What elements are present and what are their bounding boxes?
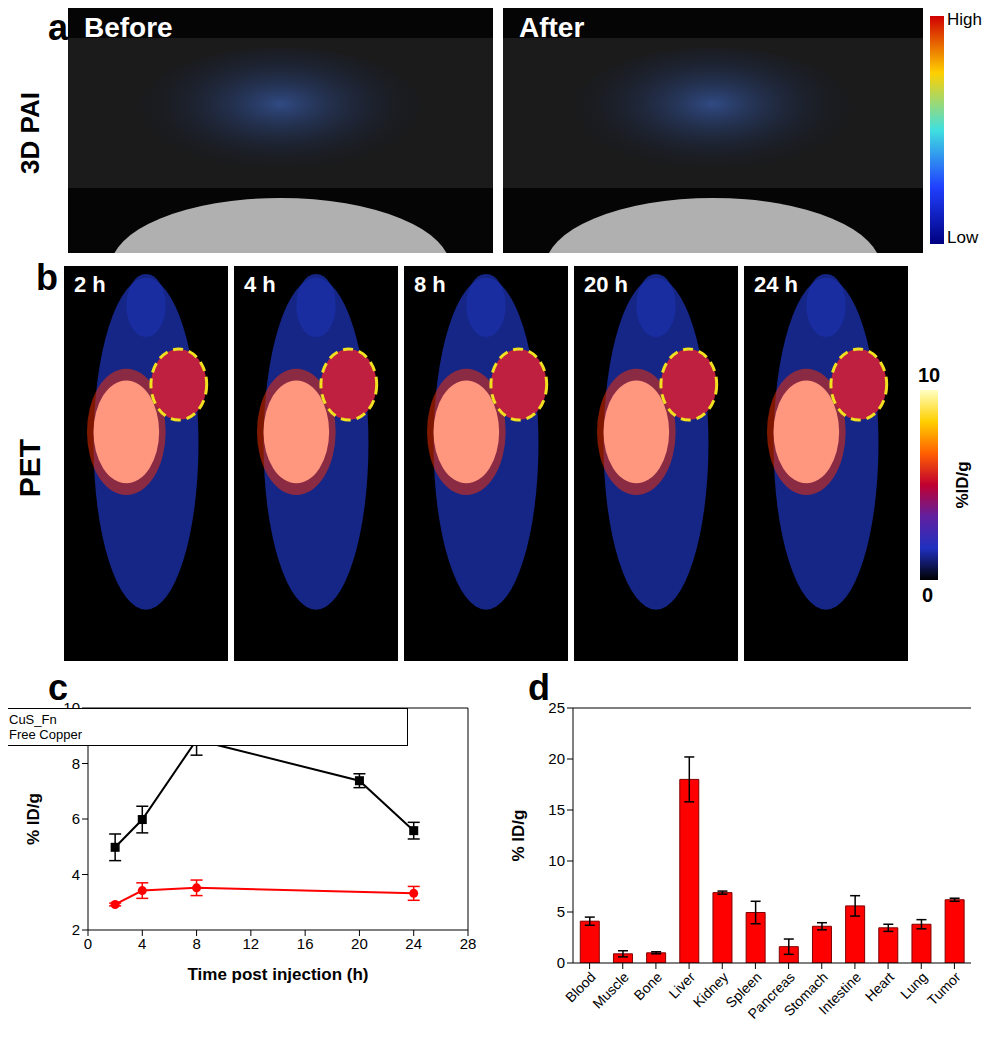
svg-text:Kidney: Kidney (690, 969, 732, 1011)
svg-text:10: 10 (548, 852, 565, 869)
svg-text:% ID/g: % ID/g (24, 793, 43, 845)
svg-text:20: 20 (548, 750, 565, 767)
svg-text:Time post injection (h): Time post injection (h) (187, 965, 368, 984)
svg-text:Bone: Bone (631, 969, 666, 1004)
html-text:4 h: 4 h (244, 272, 276, 297)
svg-text:24: 24 (405, 935, 422, 952)
svg-text:Intestine: Intestine (815, 969, 864, 1018)
html-text:8 h: 8 h (414, 272, 446, 297)
svg-text:28: 28 (460, 935, 477, 952)
svg-text:8: 8 (72, 755, 80, 772)
html-text:0: 0 (922, 584, 934, 606)
html-text:After: After (519, 12, 585, 43)
svg-text:% ID/g: % ID/g (509, 810, 528, 862)
svg-text:10: 10 (63, 699, 80, 717)
svg-text:0: 0 (557, 954, 565, 971)
svg-text:Stomach: Stomach (780, 968, 831, 1020)
html-text:Before: Before (84, 12, 173, 43)
svg-text:Heart: Heart (862, 969, 898, 1005)
svg-text:5: 5 (557, 903, 565, 920)
html-text:PET: PET (13, 438, 46, 498)
svg-text:Tumor: Tumor (924, 969, 964, 1009)
svg-text:4: 4 (138, 935, 146, 952)
html-text:High: High (947, 10, 982, 29)
svg-text:20: 20 (351, 935, 368, 952)
svg-text:4: 4 (72, 866, 80, 883)
svg-text:Blood: Blood (562, 968, 599, 1006)
html-text:Low: Low (947, 228, 979, 247)
svg-text:6: 6 (72, 810, 80, 827)
svg-text:2: 2 (72, 921, 80, 938)
html-text:d: d (528, 667, 550, 708)
svg-text:15: 15 (548, 801, 565, 818)
html-text:3D PAI: 3D PAI (14, 92, 45, 174)
svg-text:16: 16 (297, 935, 314, 952)
svg-text:Lung: Lung (897, 968, 931, 1003)
html-text:CuS_Fn: CuS_Fn (9, 712, 57, 727)
svg-text:0: 0 (84, 935, 92, 952)
html-text:Free Copper: Free Copper (9, 727, 82, 742)
html-text:a: a (48, 7, 68, 48)
html-text:24 h: 24 h (754, 272, 798, 297)
html-text:10: 10 (918, 364, 941, 386)
html-text:%ID/g: %ID/g (953, 461, 972, 509)
svg-text:8: 8 (192, 935, 200, 952)
html-text:2 h: 2 h (74, 272, 106, 297)
svg-text:25: 25 (548, 699, 565, 716)
html-text:c: c (48, 667, 68, 708)
html-text:20 h: 20 h (584, 272, 628, 297)
svg-text:Liver: Liver (665, 968, 699, 1002)
svg-text:Muscle: Muscle (589, 969, 632, 1012)
svg-text:12: 12 (243, 935, 260, 952)
svg-text:Pancreas: Pancreas (744, 968, 798, 1022)
html-text:b: b (36, 257, 58, 298)
svg-text:Spleen: Spleen (722, 968, 765, 1011)
